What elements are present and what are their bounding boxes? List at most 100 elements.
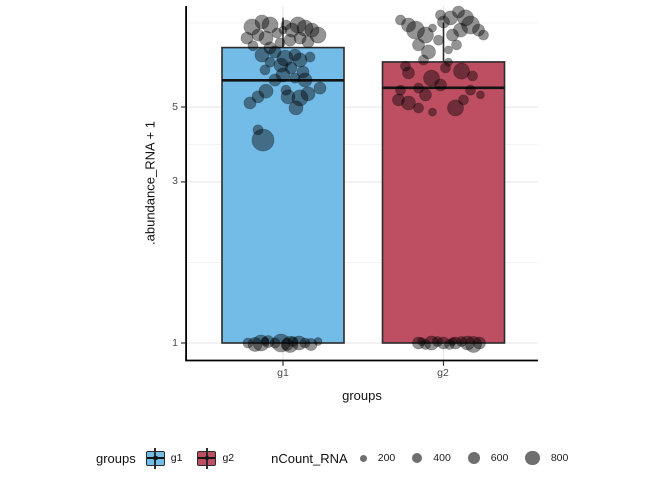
size-600-dot-icon — [467, 452, 480, 464]
jitter-point — [269, 337, 281, 349]
jitter-point — [293, 31, 307, 45]
groups-legend-title: groups — [96, 450, 136, 466]
jitter-point — [443, 10, 458, 26]
jitter-point — [451, 39, 462, 51]
legend-bar: groups g1 g2 nCount_RNA 200 400 600 800 — [96, 444, 585, 472]
key-center-dot — [153, 455, 158, 461]
jitter-point — [400, 60, 411, 72]
jitter-point — [268, 45, 282, 59]
g2-boxplot-key-icon — [197, 447, 217, 469]
jitter-point — [273, 57, 289, 73]
jitter-point — [304, 338, 318, 351]
size-600-label: 600 — [490, 452, 509, 464]
size-800-label: 800 — [550, 452, 569, 464]
jitter-point — [299, 337, 311, 349]
size-200-label: 200 — [377, 452, 396, 464]
jitter-point — [252, 124, 264, 136]
jitter-point — [413, 102, 424, 114]
jitter-point — [287, 336, 299, 347]
y-tick-label-5: 5 — [172, 101, 178, 113]
jitter-point — [283, 33, 297, 47]
jitter-point — [280, 338, 294, 351]
jitter-point — [254, 14, 270, 30]
jitter-point — [434, 78, 447, 92]
jitter-point — [251, 128, 275, 152]
g2-legend-label: g2 — [222, 452, 235, 464]
jitter-point — [460, 335, 475, 351]
jitter-point — [304, 51, 316, 63]
jitter-point — [271, 27, 283, 39]
jitter-point — [457, 9, 474, 27]
jitter-point — [284, 22, 300, 38]
jitter-point — [274, 37, 286, 49]
jitter-point — [263, 41, 277, 55]
jitter-point — [395, 14, 406, 26]
jitter-point — [288, 48, 302, 62]
jitter-point — [447, 99, 464, 117]
box-g2 — [381, 61, 506, 344]
jitter-point — [289, 72, 301, 84]
jitter-point — [401, 17, 416, 33]
jitter-point — [453, 22, 468, 38]
jitter-point — [465, 84, 476, 96]
jitter-point — [449, 336, 462, 350]
jitter-point — [309, 26, 327, 44]
jitter-point — [276, 49, 294, 67]
jitter-point — [433, 34, 444, 46]
jitter-point — [243, 18, 261, 36]
jitter-point — [291, 89, 309, 107]
jitter-point — [243, 96, 257, 110]
jitter-point — [261, 16, 279, 34]
jitter-point — [424, 335, 439, 351]
jitter-point — [304, 22, 320, 38]
x-tick-label-g1: g1 — [277, 367, 289, 379]
jitter-point — [444, 339, 455, 350]
jitter-point — [289, 16, 307, 34]
size-200-dot-icon — [359, 454, 367, 462]
jitter-point — [417, 26, 434, 44]
jitter-point — [313, 337, 323, 346]
x-axis-title: groups — [342, 388, 382, 403]
x-tick-label-g2: g2 — [437, 367, 449, 379]
key-center-dot — [204, 455, 210, 461]
y-tick-label-1: 1 — [172, 337, 178, 349]
jitter-point — [473, 336, 486, 350]
jitter-point — [271, 333, 291, 353]
jitter-point — [432, 336, 443, 347]
jitter-point — [453, 62, 470, 80]
jitter-point — [458, 94, 469, 106]
jitter-point — [419, 88, 432, 102]
jitter-point — [417, 337, 426, 346]
jitter-point — [261, 335, 275, 348]
jitter-point — [288, 100, 304, 116]
jitter-point — [292, 52, 308, 68]
jitter-point — [254, 47, 270, 63]
jitter-point — [240, 31, 254, 45]
jitter-point — [472, 23, 485, 37]
jitter-point — [402, 66, 415, 80]
jitter-point — [412, 38, 425, 52]
jitter-point — [435, 9, 446, 21]
jitter-point — [467, 70, 478, 82]
jitter-point — [258, 83, 274, 99]
jitter-point — [461, 15, 480, 35]
jitter-point — [260, 337, 270, 346]
jitter-point — [478, 29, 489, 41]
jitter-point — [448, 337, 457, 346]
jitter-point — [437, 336, 450, 350]
jitter-point — [392, 93, 405, 107]
jitter-point — [251, 90, 265, 104]
jitter-point — [242, 337, 254, 349]
jitter-point — [418, 54, 429, 66]
jitter-point — [423, 69, 440, 87]
size-400-dot-icon — [412, 453, 423, 463]
jitter-point — [401, 95, 416, 111]
jitter-point — [296, 65, 310, 79]
jitter-point — [476, 90, 485, 100]
y-tick-label-3: 3 — [172, 175, 178, 187]
jitter-point — [413, 82, 424, 94]
jitter-point — [444, 57, 453, 67]
jitter-point — [395, 84, 406, 96]
